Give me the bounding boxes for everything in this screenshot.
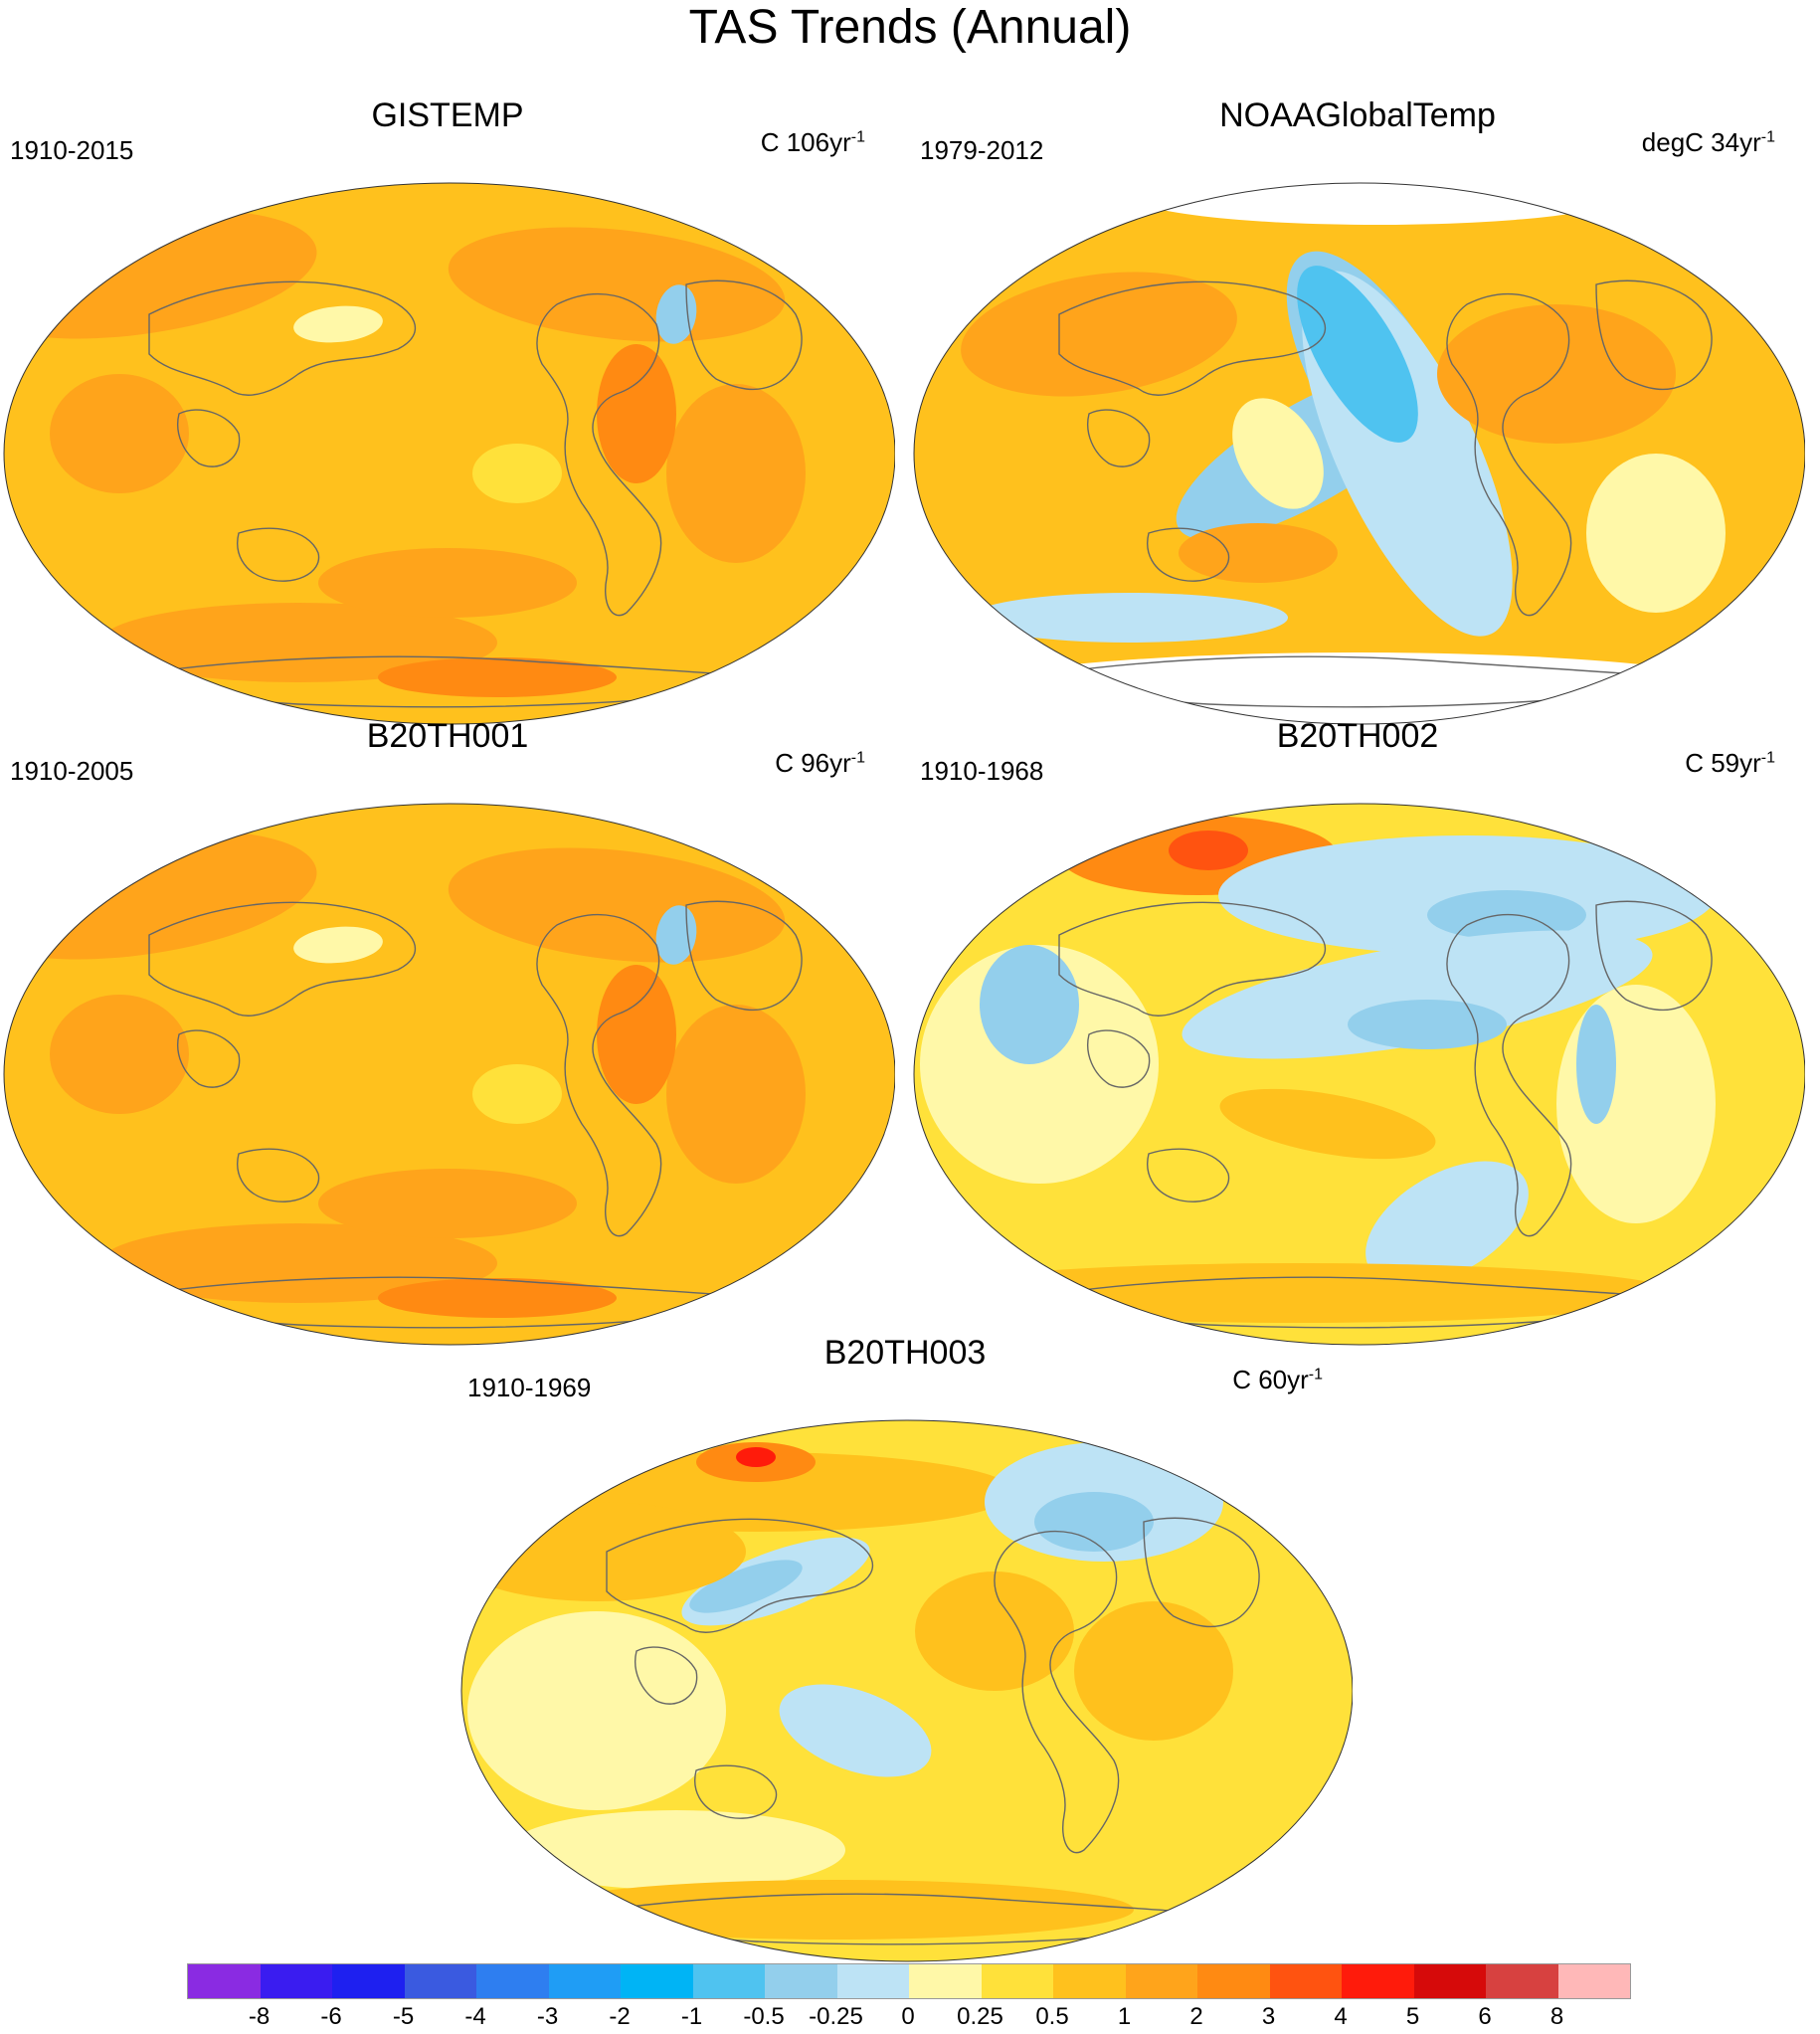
colorbar-swatch (332, 1964, 405, 1998)
colorbar-swatch (909, 1964, 982, 1998)
colorbar-swatch (1197, 1964, 1270, 1998)
colorbar-tick-label: 4 (1334, 2003, 1348, 2030)
panel-title: NOAAGlobalTemp (1219, 96, 1496, 134)
panel-gistemp: GISTEMP 1910-2015 C 106yr-1 (0, 95, 895, 725)
colorbar-tick-label: 0.5 (1035, 2003, 1069, 2030)
colorbar-swatch (1053, 1964, 1126, 1998)
panel-noaaglobaltemp: NOAAGlobalTemp 1979-2012 degC 34yr-1 (910, 95, 1805, 725)
units-label: C 59yr-1 (1685, 748, 1775, 778)
colorbar-tick-label: -0.5 (743, 2003, 785, 2030)
map-plot (460, 1419, 1353, 1962)
colorbar-tick-label: -8 (248, 2003, 271, 2030)
colorbar-swatch (260, 1964, 332, 1998)
colorbar-swatch (621, 1964, 693, 1998)
colorbar-tick-label: -3 (536, 2003, 559, 2030)
panel-b20th003: B20TH003 1910-1969 C 60yr-1 (457, 1333, 1353, 1962)
colorbar-swatch (981, 1964, 1053, 1998)
figure-title: TAS Trends (Annual) (688, 1, 1132, 54)
period-label: 1910-2005 (10, 756, 134, 786)
colorbar-tick-label: -5 (392, 2003, 415, 2030)
map-border (3, 182, 895, 725)
map-border (3, 803, 895, 1346)
units-label: C 96yr-1 (775, 748, 865, 778)
colorbar-swatch (188, 1964, 261, 1998)
colorbar-swatch (404, 1964, 476, 1998)
colorbar-tick-label: 6 (1478, 2003, 1492, 2030)
colorbar-swatch (1413, 1964, 1486, 1998)
colorbar-tick-label: 0.25 (957, 2003, 1003, 2030)
colorbar-tick-label: -4 (464, 2003, 486, 2030)
panel-b20th001: B20TH001 1910-2005 C 96yr-1 (0, 716, 895, 1346)
colorbar-tick-label: -0.25 (809, 2003, 863, 2030)
colorbar-swatch (1269, 1964, 1342, 1998)
map-border (913, 803, 1805, 1346)
colorbar-tick-label: 8 (1549, 2003, 1564, 2030)
colorbar-tick-label: 0 (901, 2003, 915, 2030)
period-label: 1910-1968 (920, 756, 1044, 786)
units-label: degC 34yr-1 (1641, 127, 1775, 157)
colorbar-tick-label: -6 (320, 2003, 342, 2030)
colorbar-swatch (1557, 1964, 1630, 1998)
units-label: C 106yr-1 (760, 127, 865, 157)
colorbar-tick-label: 1 (1117, 2003, 1132, 2030)
map-plot (913, 182, 1805, 725)
map-plot (913, 803, 1805, 1346)
colorbar-swatch (1342, 1964, 1414, 1998)
map-border (460, 1419, 1353, 1962)
panel-title: B20TH003 (823, 1334, 987, 1372)
colorbar-tick-label: -1 (680, 2003, 703, 2030)
colorbar-swatch (836, 1964, 909, 1998)
colorbar-swatch (1486, 1964, 1558, 1998)
map-plot (3, 803, 895, 1346)
colorbar (187, 1963, 1631, 1999)
period-label: 1979-2012 (920, 135, 1044, 165)
panel-b20th002: B20TH002 1910-1968 C 59yr-1 (910, 716, 1805, 1346)
colorbar-swatch (1125, 1964, 1197, 1998)
units-label: C 60yr-1 (1232, 1365, 1323, 1394)
panel-title: B20TH002 (1276, 717, 1439, 755)
panel-title: GISTEMP (371, 96, 524, 134)
colorbar-swatch (548, 1964, 621, 1998)
map-plot (3, 182, 895, 725)
panel-title: B20TH001 (366, 717, 529, 755)
colorbar-tick-label: 5 (1405, 2003, 1420, 2030)
colorbar-swatch (765, 1964, 837, 1998)
colorbar-tick-label: -2 (609, 2003, 631, 2030)
colorbar-tick-label: 2 (1189, 2003, 1203, 2030)
period-label: 1910-1969 (467, 1373, 592, 1402)
colorbar-labels: -8 -6 -5 -4 -3 -2 -1 -0.5 -0.25 0 0.25 0.5 1 2 3 4 5 6 8 (187, 2003, 1629, 2033)
map-border (913, 182, 1805, 725)
colorbar-swatch (476, 1964, 549, 1998)
period-label: 1910-2015 (10, 135, 134, 165)
colorbar-swatch (692, 1964, 765, 1998)
colorbar-tick-label: 3 (1261, 2003, 1276, 2030)
